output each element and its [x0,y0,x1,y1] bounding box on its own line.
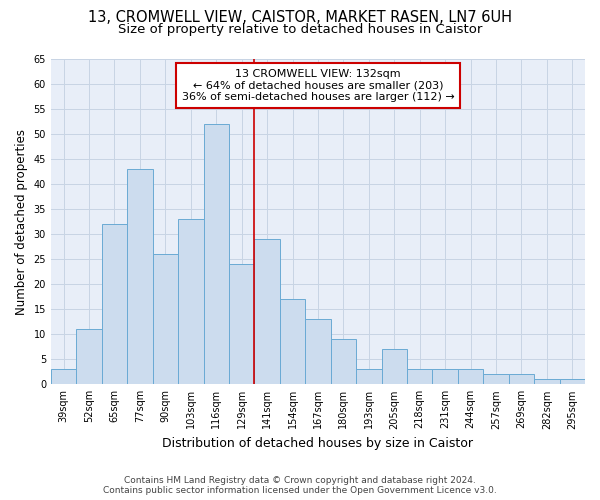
Bar [382,350,407,384]
Bar [127,169,152,384]
Text: Size of property relative to detached houses in Caistor: Size of property relative to detached ho… [118,22,482,36]
Y-axis label: Number of detached properties: Number of detached properties [15,128,28,314]
Bar [560,380,585,384]
Bar [356,370,382,384]
Bar [458,370,483,384]
Text: 13 CROMWELL VIEW: 132sqm
← 64% of detached houses are smaller (203)
36% of semi-: 13 CROMWELL VIEW: 132sqm ← 64% of detach… [182,69,454,102]
Bar [178,219,203,384]
Bar [254,239,280,384]
Bar [534,380,560,384]
Bar [229,264,254,384]
Bar [305,319,331,384]
Bar [433,370,458,384]
Bar [102,224,127,384]
Text: Contains HM Land Registry data © Crown copyright and database right 2024.
Contai: Contains HM Land Registry data © Crown c… [103,476,497,495]
Text: 13, CROMWELL VIEW, CAISTOR, MARKET RASEN, LN7 6UH: 13, CROMWELL VIEW, CAISTOR, MARKET RASEN… [88,10,512,25]
Bar [51,370,76,384]
Bar [331,340,356,384]
Bar [76,330,102,384]
Bar [203,124,229,384]
Bar [280,299,305,384]
Bar [407,370,433,384]
Bar [509,374,534,384]
X-axis label: Distribution of detached houses by size in Caistor: Distribution of detached houses by size … [163,437,473,450]
Bar [152,254,178,384]
Bar [483,374,509,384]
